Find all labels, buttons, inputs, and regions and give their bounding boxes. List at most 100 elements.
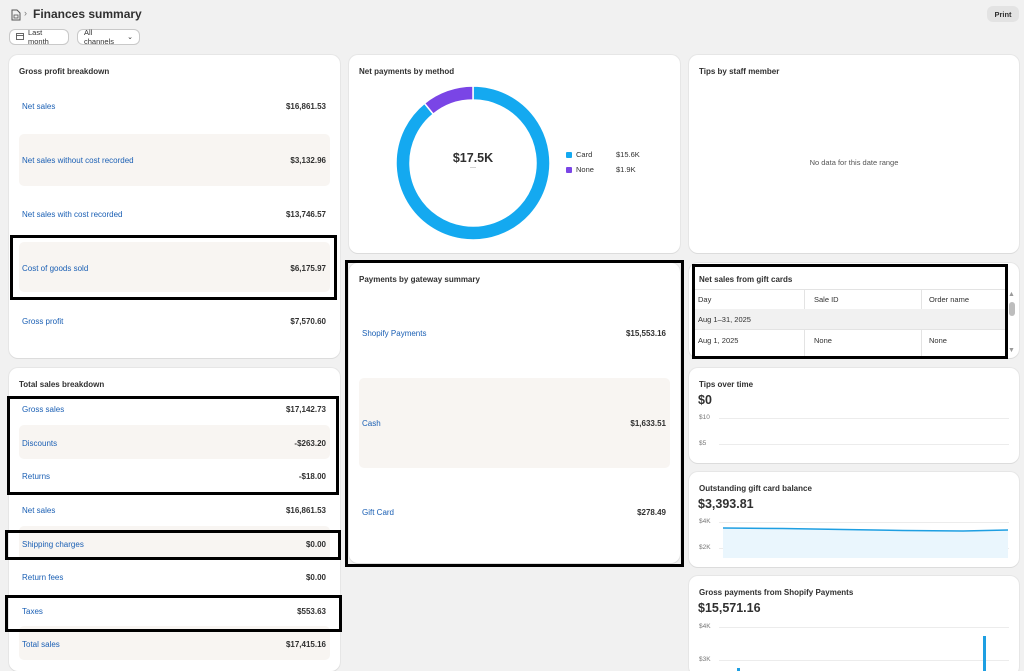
col-header-order-name[interactable]: Order name: [929, 295, 970, 304]
gw-row-shopify-payments[interactable]: Shopify Payments: [362, 329, 427, 338]
y-tick: $10: [699, 414, 710, 421]
ts-row-taxes[interactable]: Taxes: [22, 607, 43, 616]
tips-staff-title: Tips by staff member: [699, 67, 780, 76]
scroll-down-icon[interactable]: ▼: [1008, 347, 1015, 354]
gross-profit-title: Gross profit breakdown: [19, 67, 110, 76]
gp-value: $3,132.96: [290, 156, 326, 165]
y-tick: $3K: [699, 656, 711, 663]
gateway-title: Payments by gateway summary: [359, 275, 480, 284]
ts-row-net-sales[interactable]: Net sales: [22, 506, 56, 515]
ts-value: $16,861.53: [285, 506, 326, 515]
total-sales-card: Total sales breakdown Gross sales $17,14…: [9, 368, 340, 671]
gateway-card: Payments by gateway summary Shopify Paym…: [349, 263, 680, 563]
gp-row-with-cost[interactable]: Net sales with cost recorded: [22, 210, 123, 219]
ts-row-shipping[interactable]: Shipping charges: [22, 540, 84, 549]
legend-item-card[interactable]: Card $15.6K: [566, 150, 640, 159]
scrollbar-thumb[interactable]: [1009, 302, 1015, 316]
ts-value: $17,142.73: [285, 405, 326, 414]
legend-value: $1.9K: [616, 165, 636, 174]
gw-row-gift-card[interactable]: Gift Card: [362, 508, 395, 517]
ts-value: $0.00: [305, 540, 326, 549]
legend-value: $15.6K: [616, 150, 640, 159]
total-sales-title: Total sales breakdown: [19, 380, 105, 389]
ts-value: $553.63: [297, 607, 326, 616]
gp-value: $16,861.53: [285, 102, 326, 111]
ts-value: -$18.00: [298, 472, 326, 481]
outstanding-title: Outstanding gift card balance: [699, 484, 812, 493]
chevron-down-icon: ⌄: [127, 34, 133, 41]
balance-line-chart[interactable]: [723, 522, 1008, 558]
date-range-label: Last month: [28, 28, 49, 46]
donut-slice-none[interactable]: [423, 85, 474, 116]
ts-row-discounts[interactable]: Discounts: [22, 439, 58, 448]
print-label: Print: [994, 9, 1012, 19]
gp-row-cogs[interactable]: Cost of goods sold: [22, 264, 89, 273]
gp-row-gross-profit[interactable]: Gross profit: [22, 317, 64, 326]
ts-row-gross-sales[interactable]: Gross sales: [22, 405, 65, 414]
tips-total: $0: [698, 393, 712, 407]
channel-filter[interactable]: All channels ⌄: [77, 28, 140, 46]
cell-order-name: None: [929, 336, 947, 345]
legend-swatch: [566, 151, 572, 158]
donut-slice-card[interactable]: [395, 85, 551, 241]
table-group-row: Aug 1–31, 2025: [695, 309, 1006, 329]
gp-row-without-cost[interactable]: Net sales without cost recorded: [22, 156, 134, 165]
page-title: Finances summary: [33, 7, 142, 21]
net-payments-donut[interactable]: [395, 85, 551, 241]
page-icon[interactable]: [11, 8, 21, 21]
calendar-icon: [16, 32, 24, 42]
gp-value: $7,570.60: [290, 317, 326, 326]
gp-value: $13,746.57: [285, 210, 326, 219]
scrollbar[interactable]: ▲ ▼: [1007, 291, 1017, 357]
date-range-filter[interactable]: Last month: [9, 28, 69, 46]
gp-row-net-sales[interactable]: Net sales: [22, 102, 56, 111]
col-header-day[interactable]: Day: [698, 295, 712, 304]
y-tick: $2K: [699, 544, 711, 551]
net-payments-card: Net payments by method $17.5K — Card $15…: [349, 55, 680, 253]
outstanding-total: $3,393.81: [698, 497, 754, 511]
gw-value: $15,553.16: [625, 329, 666, 338]
ts-value: -$263.20: [294, 439, 326, 448]
empty-state: No data for this date range: [809, 158, 899, 167]
gp-value: $6,175.97: [290, 264, 326, 273]
y-tick: $4K: [699, 623, 711, 630]
tips-time-card: Tips over time $0 $10 $5: [689, 368, 1019, 463]
donut-subtext: —: [470, 165, 476, 171]
y-tick: $4K: [699, 518, 711, 525]
outstanding-card: Outstanding gift card balance $3,393.81 …: [689, 472, 1019, 567]
gross-payments-title: Gross payments from Shopify Payments: [699, 588, 854, 597]
ts-row-returns[interactable]: Returns: [22, 472, 51, 481]
y-tick: $5: [699, 440, 707, 447]
gift-cards-title: Net sales from gift cards: [699, 275, 793, 284]
col-header-sale-id[interactable]: Sale ID: [814, 295, 839, 304]
net-payments-title: Net payments by method: [359, 67, 455, 76]
gross-payments-total: $15,571.16: [698, 601, 761, 615]
group-label: Aug 1–31, 2025: [698, 315, 751, 324]
tips-staff-card: Tips by staff member No data for this da…: [689, 55, 1019, 253]
gw-value: $278.49: [637, 508, 666, 517]
gross-payments-card: Gross payments from Shopify Payments $15…: [689, 576, 1019, 671]
scroll-up-icon[interactable]: ▲: [1008, 291, 1015, 298]
ts-value: $17,415.16: [285, 640, 326, 649]
payment-point[interactable]: [737, 668, 740, 671]
cell-sale-id: None: [814, 336, 832, 345]
gift-cards-card: Net sales from gift cards Day Sale ID Or…: [689, 263, 1019, 358]
ts-row-total-sales[interactable]: Total sales: [22, 640, 60, 649]
channel-filter-label: All channels: [84, 28, 115, 46]
payment-spike-bar[interactable]: [983, 636, 986, 671]
legend-item-none[interactable]: None $1.9K: [566, 165, 636, 174]
tips-time-title: Tips over time: [699, 380, 754, 389]
gw-row-cash[interactable]: Cash: [362, 419, 381, 428]
legend-swatch: [566, 166, 572, 173]
print-button[interactable]: Print: [987, 6, 1019, 22]
donut-total: $17.5K: [452, 151, 494, 165]
cell-day: Aug 1, 2025: [698, 336, 739, 345]
gross-profit-card: Gross profit breakdown Net sales $16,861…: [9, 55, 340, 358]
legend-label: Card: [576, 150, 593, 159]
ts-value: $0.00: [305, 573, 326, 582]
ts-row-return-fees[interactable]: Return fees: [22, 573, 64, 582]
gw-value: $1,633.51: [630, 419, 666, 428]
table-row[interactable]: Aug 1, 2025 None None: [695, 330, 1006, 350]
legend-label: None: [576, 165, 594, 174]
breadcrumb-chevron-icon: ›: [24, 8, 27, 18]
